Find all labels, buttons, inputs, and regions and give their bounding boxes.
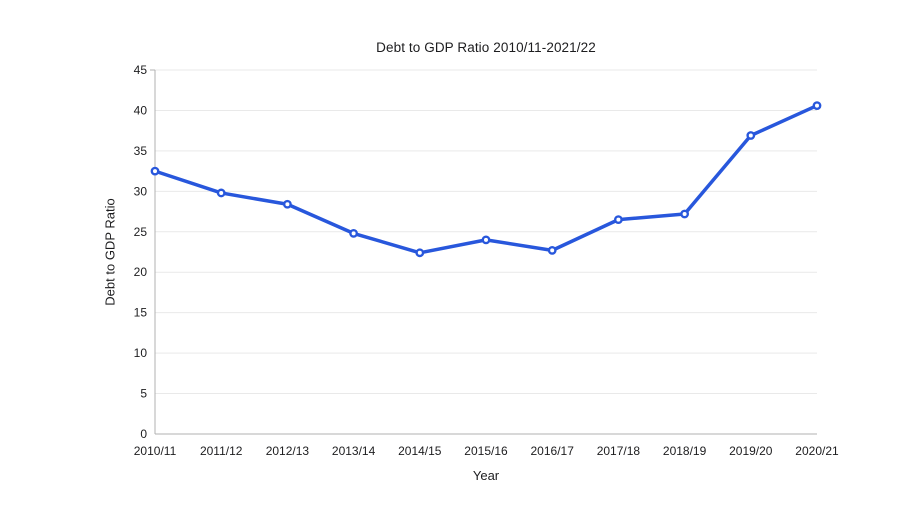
data-point-marker [812, 101, 822, 110]
data-point-marker [415, 248, 425, 258]
data-point-marker [150, 166, 160, 176]
data-point-marker [680, 209, 689, 219]
data-line [153, 103, 819, 255]
data-point-marker [746, 131, 756, 140]
y-tick-label: 45 [134, 63, 148, 77]
y-tick-label: 30 [134, 184, 148, 198]
data-point-marker [282, 199, 292, 209]
y-tick-label: 10 [134, 346, 148, 360]
y-tick-label: 35 [134, 144, 148, 158]
x-tick-label: 2019/20 [729, 444, 773, 458]
x-tick-label: 2017/18 [597, 444, 641, 458]
y-tick-label: 0 [140, 427, 147, 441]
data-point-marker [481, 235, 491, 245]
x-tick-label: 2014/15 [398, 444, 442, 458]
x-tick-label: 2018/19 [663, 444, 707, 458]
x-tick-label: 2012/13 [266, 444, 310, 458]
x-tick-label: 2015/16 [464, 444, 508, 458]
y-tick-label: 20 [134, 265, 148, 279]
y-tick-label: 40 [134, 103, 148, 117]
y-tick-label: 25 [134, 225, 148, 239]
chart-title: Debt to GDP Ratio 2010/11-2021/22 [376, 40, 596, 55]
data-point-marker [547, 245, 557, 255]
x-tick-label: 2011/12 [200, 444, 243, 458]
x-tick-label: 2013/14 [332, 444, 376, 458]
data-point-marker [216, 188, 226, 198]
x-tick-label: 2016/17 [531, 444, 575, 458]
y-tick-label: 5 [140, 387, 147, 401]
data-point-marker [349, 228, 358, 238]
x-tick-label: 2020/21 [795, 444, 839, 458]
data-point-marker [614, 215, 623, 225]
x-axis-title: Year [472, 468, 500, 483]
x-tick-label: 2010/11 [134, 444, 177, 458]
y-tick-label: 15 [134, 306, 148, 320]
